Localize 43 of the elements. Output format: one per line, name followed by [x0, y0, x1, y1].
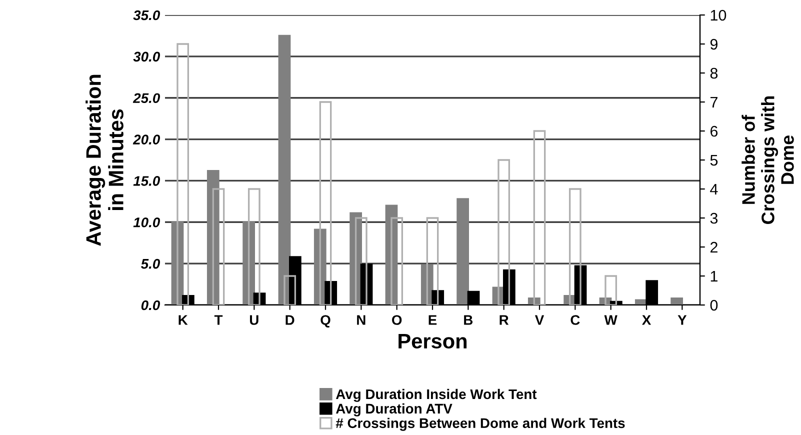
y2-tick-label: 5: [710, 155, 718, 166]
legend-label: Avg Duration ATV: [336, 403, 452, 416]
x-tick-label: V: [534, 315, 544, 325]
y2-tick-label: 4: [710, 184, 718, 195]
y2-tick-label: 1: [710, 271, 718, 282]
y-tick-label: 15.0: [133, 176, 160, 186]
x-axis-title: Person: [398, 334, 467, 349]
y-tick-label: 25.0: [132, 93, 160, 104]
x-tick-label: B: [464, 315, 473, 325]
y-tick-label: 5.0: [140, 258, 160, 269]
y-tick-label: 20.0: [132, 134, 160, 144]
y-axis-title: Average Duration in Minutes: [86, 74, 124, 246]
x-tick-label: Q: [320, 315, 330, 328]
y2-tick-label: 7: [710, 97, 718, 108]
bar: [278, 34, 291, 305]
x-tick-label: U: [250, 315, 258, 325]
x-tick-label: C: [570, 315, 580, 325]
y2-tick-label: 2: [710, 242, 718, 253]
y2-tick-label: 10: [710, 10, 726, 21]
legend-label: Avg Duration Inside Work Tent: [336, 388, 537, 402]
x-tick-label: R: [500, 315, 509, 325]
y-tick-label: 10.0: [133, 217, 160, 228]
x-tick-label: W: [604, 315, 618, 325]
legend-label: # Crossings Between Dome and Work Tents: [336, 418, 625, 431]
x-tick-label: Y: [678, 315, 687, 325]
y-tick-label: 0.0: [141, 300, 160, 310]
bar: [670, 298, 683, 305]
x-tick-label: E: [428, 315, 437, 325]
y2-axis-title: Number of Crossings with Dome: [742, 96, 794, 224]
y2-tick-label: 6: [710, 126, 718, 137]
x-tick-label: D: [286, 315, 294, 325]
y-tick-label: 30.0: [133, 52, 160, 62]
y2-tick-label: 0: [710, 300, 718, 311]
x-tick-label: O: [392, 315, 402, 325]
y-tick-label: 35.0: [133, 10, 160, 20]
y2-tick-label: 3: [710, 212, 718, 224]
y2-tick-label: 8: [710, 68, 718, 79]
bar: [456, 198, 469, 305]
y2-tick-label: 9: [710, 38, 718, 50]
x-tick-label: K: [178, 315, 188, 325]
x-tick-label: N: [357, 315, 366, 325]
x-tick-label: T: [214, 315, 223, 325]
x-tick-label: X: [642, 315, 652, 325]
